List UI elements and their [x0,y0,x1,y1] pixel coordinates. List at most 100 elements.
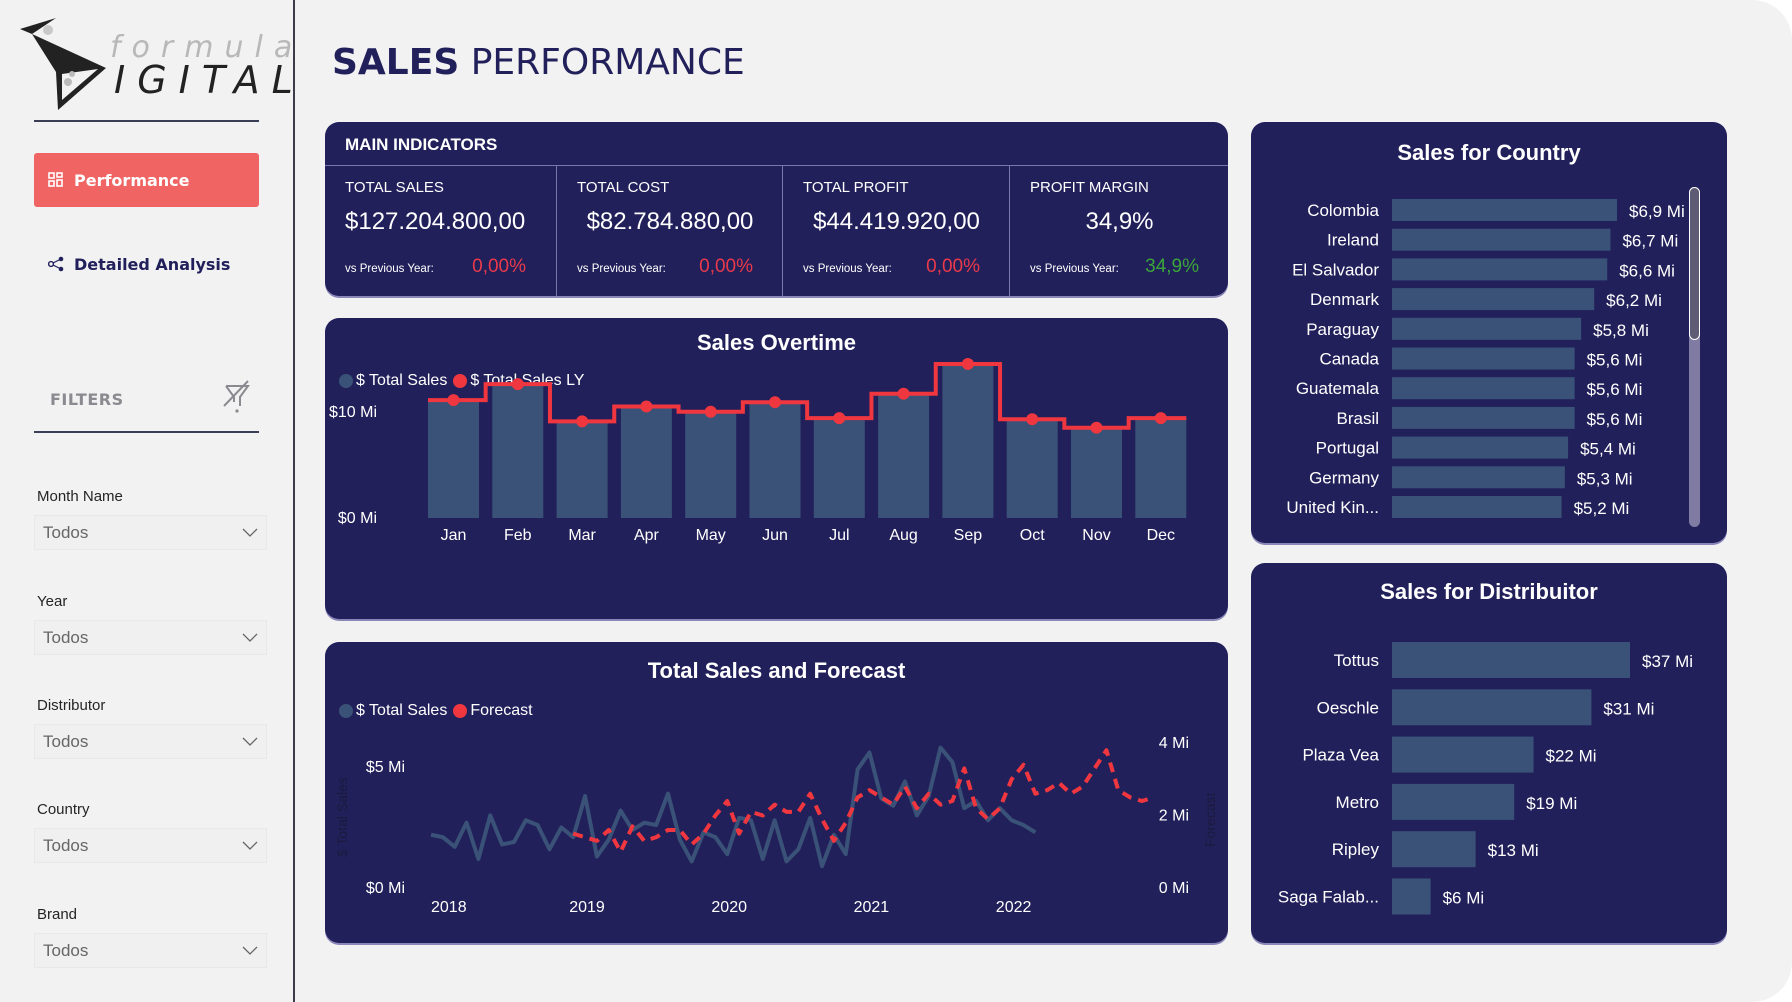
filter-year-value: Todos [43,627,89,647]
y-right-tick-label: 2 Mi [1159,808,1189,825]
y-tick-label: $10 Mi [329,404,377,421]
forecast-legend: $ Total Sales Forecast [339,702,539,720]
kpi-vs-label: vs Previous Year: [1030,263,1119,275]
data-label: $5,3 Mi [1577,469,1633,488]
forecast-panel: Total Sales and Forecast $ Total Sales F… [325,642,1228,943]
bar [1392,831,1476,868]
data-label: $6,6 Mi [1619,261,1675,280]
bar [1392,466,1565,489]
x-tick-label: 2022 [996,899,1032,916]
main-indicators-panel: MAIN INDICATORS TOTAL SALES $127.204.800… [325,122,1228,296]
filter-year-dropdown[interactable]: Todos [34,620,267,655]
filter-month-label: Month Name [37,488,123,505]
legend-dot [339,374,353,388]
sales-distributor-title: Sales for Distribuitor [1380,579,1598,604]
legend-dot [453,374,468,388]
category-label: Oeschle [1317,698,1379,717]
kpi-label: TOTAL SALES [345,179,444,196]
data-label: $37 Mi [1642,652,1693,671]
kpi-vs-label: vs Previous Year: [577,263,666,275]
nav-performance-label: Performance [74,170,190,190]
data-label: $6,2 Mi [1606,291,1662,310]
y-left-tick-label: $5 Mi [366,759,405,776]
bar [685,411,737,518]
kpi-profit-margin: PROFIT MARGIN 34,9% vs Previous Year: 34… [1009,166,1229,296]
x-tick-label: Dec [1147,527,1175,544]
chevron-down-icon [242,737,258,746]
legend-item-total-sales[interactable]: $ Total Sales [339,372,447,390]
legend-dot [339,704,353,718]
filter-month-value: Todos [43,522,89,542]
ly-point [640,400,653,413]
filter-brand-value: Todos [43,940,89,960]
logo-digital-text: IGITAL [114,58,305,102]
x-tick-label: 2021 [854,899,890,916]
x-tick-label: Feb [504,527,532,544]
x-tick-label: Mar [568,527,596,544]
legend-item-total-sales[interactable]: $ Total Sales [339,702,447,720]
bar [813,418,865,518]
kpi-total-cost: TOTAL COST $82.784.880,00 vs Previous Ye… [556,166,783,296]
ly-point [1154,412,1167,425]
data-label: $6,7 Mi [1622,232,1678,251]
kpi-vs-value: 0,00% [472,256,526,277]
chevron-down-icon [242,528,258,537]
bar [1392,736,1534,773]
y-right-axis-title: Forecast [1202,792,1218,847]
data-label: $22 Mi [1546,747,1597,766]
ly-point [833,412,846,425]
sales-country-chart: Colombia $6,9 Mi Ireland $6,7 Mi El Salvador… [1286,199,1685,518]
nav-performance-button[interactable]: Performance [34,153,259,207]
sales-country-title: Sales for Country [1397,140,1581,165]
category-label: Plaza Vea [1302,746,1379,765]
logo-mark-icon [20,18,106,110]
ly-point [704,405,717,418]
sales-overtime-chart: $0 Mi $10 Mi Jan Feb Mar Apr May Jun Jul Aug Sep Oc… [329,357,1187,544]
bar [878,393,930,518]
x-tick-label: Oct [1020,527,1045,544]
ly-point [961,357,974,370]
bar [1392,258,1608,281]
legend-item-forecast[interactable]: Forecast [453,702,533,720]
bar [1392,878,1431,915]
kpi-total-profit: TOTAL PROFIT $44.419.920,00 vs Previous … [782,166,1010,296]
y-right-tick-label: 4 Mi [1159,735,1189,752]
x-tick-label: 2020 [711,899,747,916]
kpi-vs-value: 0,00% [699,256,753,277]
filter-month-dropdown[interactable]: Todos [34,515,267,550]
line-total-sales [430,745,1037,869]
x-tick-label: 2019 [569,899,605,916]
country-scrollbar-track[interactable] [1689,187,1700,527]
bar [1392,496,1562,518]
nav-detailed-analysis-label: Detailed Analysis [74,254,231,274]
nav-detailed-analysis-button[interactable]: Detailed Analysis [34,237,259,291]
category-label: Metro [1336,793,1379,812]
filter-brand-dropdown[interactable]: Todos [34,933,267,968]
bar [620,406,672,518]
kpi-label: TOTAL PROFIT [803,179,909,196]
sales-overtime-panel: Sales Overtime $ Total Sales $ Total Sal… [325,318,1228,619]
filters-title: FILTERS [50,390,124,409]
category-label: Brasil [1336,409,1379,428]
bar [1135,418,1187,518]
bar [556,421,608,518]
data-label: $6,9 Mi [1629,202,1685,221]
bar [942,363,994,518]
clear-filters-icon[interactable] [222,380,252,414]
country-scrollbar-thumb[interactable] [1689,187,1700,340]
bar [1392,689,1592,726]
bar [1392,317,1582,340]
ly-point [511,378,524,391]
filter-country-dropdown[interactable]: Todos [34,828,267,863]
bar [428,400,479,518]
forecast-chart: $0 Mi $5 Mi 0 Mi 2 Mi 4 Mi 2018 2019 2020 2021 20… [334,735,1218,916]
y-left-tick-label: $0 Mi [366,880,405,897]
category-label: Paraguay [1306,320,1379,339]
ly-point [769,396,781,409]
filter-distributor-dropdown[interactable]: Todos [34,724,267,759]
kpi-vs-label: vs Previous Year: [803,263,892,275]
brand-logo: formula IGITAL [18,12,293,112]
data-label: $31 Mi [1603,699,1654,718]
x-tick-label: Jun [762,527,788,544]
